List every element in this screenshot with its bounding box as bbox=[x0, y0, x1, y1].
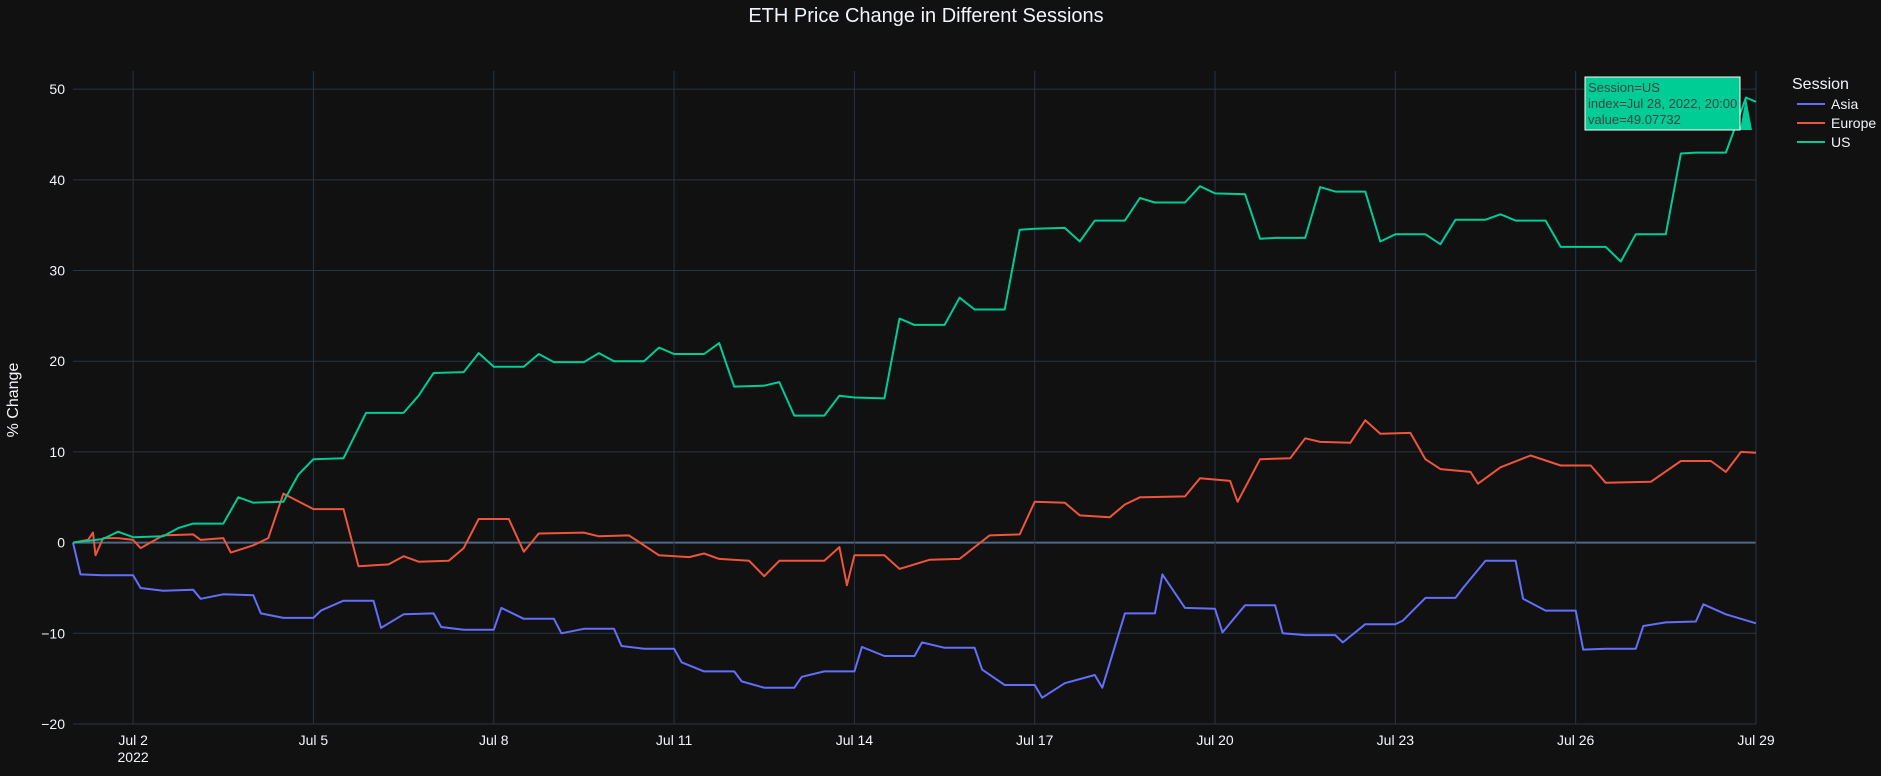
x-tick-label: Jul 23 bbox=[1377, 732, 1415, 748]
tooltip-pointer bbox=[1739, 97, 1752, 130]
y-tick-label: 0 bbox=[57, 535, 65, 551]
y-tick-label: −10 bbox=[41, 625, 65, 641]
y-tick-label: 40 bbox=[49, 172, 65, 188]
legend[interactable]: Session Asia Europe US bbox=[1792, 76, 1876, 150]
legend-label: Europe bbox=[1831, 115, 1876, 131]
legend-item-europe[interactable]: Europe bbox=[1797, 115, 1876, 131]
tooltip-box bbox=[1584, 76, 1741, 131]
legend-label: Asia bbox=[1831, 96, 1858, 112]
grid bbox=[73, 71, 1757, 725]
y-tick-label: −20 bbox=[41, 716, 65, 732]
x-tick-label: Jul 29 bbox=[1737, 732, 1775, 748]
y-tick-label: 10 bbox=[49, 444, 65, 460]
x-tick-label: Jul 17 bbox=[1016, 732, 1054, 748]
x-tick-label: Jul 20 bbox=[1196, 732, 1234, 748]
y-tick-label: 20 bbox=[49, 353, 65, 369]
y-axis-title: % Change bbox=[5, 363, 22, 438]
chart-title: ETH Price Change in Different Sessions bbox=[748, 5, 1103, 27]
tooltip-line: index=Jul 28, 2022, 20:00 bbox=[1588, 96, 1737, 111]
x-tick-label: Jul 8 bbox=[479, 732, 509, 748]
x-tick-label: Jul 11 bbox=[656, 732, 693, 748]
y-tick-label: 50 bbox=[49, 81, 65, 97]
legend-item-asia[interactable]: Asia bbox=[1797, 96, 1858, 112]
x-tick-sublabel: 2022 bbox=[118, 749, 149, 765]
y-tick-label: 30 bbox=[49, 263, 65, 279]
tooltip-line: Session=US bbox=[1588, 80, 1660, 95]
legend-label: US bbox=[1831, 134, 1850, 150]
series-line-europe[interactable] bbox=[72, 419, 1757, 587]
legend-item-us[interactable]: US bbox=[1797, 134, 1850, 150]
series-line-us[interactable] bbox=[72, 96, 1757, 544]
tooltip-line: value=49.07732 bbox=[1588, 112, 1681, 127]
x-tick-label: Jul 14 bbox=[836, 732, 874, 748]
x-tick-label: Jul 26 bbox=[1557, 732, 1595, 748]
series-lines[interactable] bbox=[72, 96, 1757, 699]
series-line-asia[interactable] bbox=[72, 542, 1757, 699]
legend-title: Session bbox=[1792, 76, 1849, 93]
x-tick-label: Jul 5 bbox=[299, 732, 329, 748]
x-tick-label: Jul 2 bbox=[118, 732, 148, 748]
